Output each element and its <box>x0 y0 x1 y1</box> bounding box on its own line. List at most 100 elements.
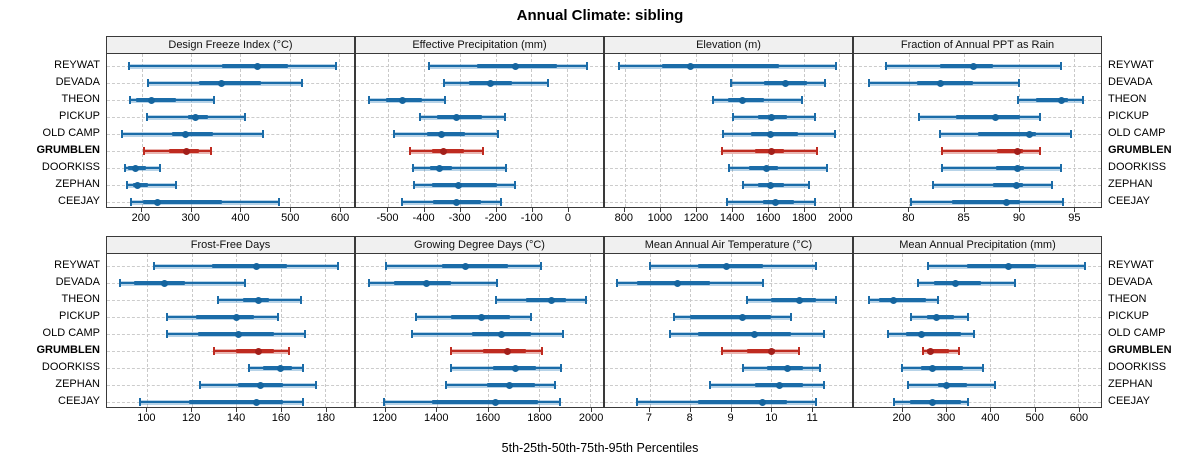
whisker-cap <box>444 381 447 389</box>
panel-header: Mean Annual Precipitation (mm) <box>853 236 1102 253</box>
axis-tick-label: 400 <box>231 212 250 224</box>
gridline-vertical <box>487 254 489 407</box>
axis-tick-label: 8 <box>686 412 693 424</box>
interquartile-band <box>698 332 792 336</box>
whisker-cap <box>368 279 371 287</box>
station-label: GRUMBLEN <box>36 344 100 356</box>
median-dot <box>775 381 783 389</box>
whisker-cap <box>418 113 421 121</box>
median-dot <box>161 279 169 287</box>
whisker-cap <box>277 313 280 321</box>
station-label: DOORKISS <box>41 361 100 373</box>
gridline-vertical <box>624 54 626 207</box>
median-dot <box>478 313 486 321</box>
station-label: DEVADA <box>55 276 100 288</box>
whisker-cap <box>813 198 816 206</box>
interquartile-band <box>432 149 464 153</box>
station-label: REYWAT <box>54 59 100 71</box>
whisker-line <box>941 150 1040 152</box>
axis-tick <box>436 408 438 412</box>
axis-tick-label: -400 <box>412 212 435 224</box>
median-dot <box>890 296 898 304</box>
whisker-cap <box>884 62 887 70</box>
median-dot <box>1026 130 1034 138</box>
median-dot <box>917 330 925 338</box>
interquartile-band <box>951 200 1020 204</box>
whisker-cap <box>560 364 563 372</box>
interquartile-band <box>995 166 1025 170</box>
gridline-vertical <box>649 254 651 407</box>
median-dot <box>455 181 463 189</box>
whisker-cap <box>868 79 871 87</box>
gridline-vertical <box>289 54 291 207</box>
interquartile-band <box>996 149 1024 153</box>
gridline-horizontal <box>854 317 1101 318</box>
median-dot <box>992 113 1000 121</box>
axis-tick <box>280 408 282 412</box>
whisker-cap <box>727 164 730 172</box>
gridline-vertical <box>771 254 773 407</box>
axis-tick <box>623 208 625 212</box>
whisker-cap <box>741 181 744 189</box>
panel-plot-area <box>853 253 1102 408</box>
gridline-horizontal <box>107 368 354 369</box>
median-dot <box>751 330 759 338</box>
whisker-cap <box>213 96 216 104</box>
median-dot <box>505 381 513 389</box>
axis-tick <box>689 408 691 412</box>
whisker-cap <box>993 381 996 389</box>
panel-header: Effective Precipitation (mm) <box>355 36 604 53</box>
whisker-cap <box>909 313 912 321</box>
interquartile-band <box>746 349 776 353</box>
gridline-vertical <box>436 254 438 407</box>
whisker-cap <box>822 330 825 338</box>
median-dot <box>453 113 461 121</box>
whisker-cap <box>248 364 251 372</box>
interquartile-band <box>916 81 973 85</box>
gridline-horizontal <box>356 300 603 301</box>
whisker-cap <box>1016 96 1019 104</box>
station-label: DOORKISS <box>1108 161 1167 173</box>
median-dot <box>547 296 555 304</box>
median-dot <box>131 164 139 172</box>
median-dot <box>253 62 261 70</box>
station-label: CEEJAY <box>58 395 100 407</box>
whisker-cap <box>152 262 155 270</box>
axis-tick-label: 800 <box>614 212 634 224</box>
axis-tick <box>384 408 386 412</box>
median-dot <box>436 164 444 172</box>
gridline-horizontal <box>854 351 1101 352</box>
axis-tick <box>495 208 497 212</box>
interquartile-band <box>921 366 963 370</box>
whisker-cap <box>217 296 220 304</box>
gridline-horizontal <box>854 402 1101 403</box>
whisker-cap <box>199 381 202 389</box>
median-dot <box>783 364 791 372</box>
gridline-vertical <box>902 254 904 407</box>
whisker-cap <box>726 198 729 206</box>
whisker-cap <box>288 347 291 355</box>
interquartile-band <box>199 81 262 85</box>
median-dot <box>1012 181 1020 189</box>
whisker-cap <box>121 130 124 138</box>
median-dot <box>257 381 265 389</box>
whisker-cap <box>967 313 970 321</box>
median-dot <box>759 398 767 406</box>
axis-tick-label: 1200 <box>372 412 397 424</box>
whisker-cap <box>553 381 556 389</box>
whisker-cap <box>130 198 133 206</box>
axis-tick-label: 10 <box>765 412 778 424</box>
median-dot <box>929 364 937 372</box>
gridline-vertical <box>590 254 592 407</box>
whisker-cap <box>443 96 446 104</box>
interquartile-band <box>426 132 465 136</box>
whisker-cap <box>1060 62 1063 70</box>
median-dot <box>423 279 431 287</box>
median-dot <box>234 330 242 338</box>
median-dot <box>771 198 779 206</box>
whisker-cap <box>334 62 337 70</box>
whisker-cap <box>139 398 142 406</box>
whisker-cap <box>741 364 744 372</box>
axis-tick <box>387 208 389 212</box>
axis-tick-label: 140 <box>226 412 246 424</box>
